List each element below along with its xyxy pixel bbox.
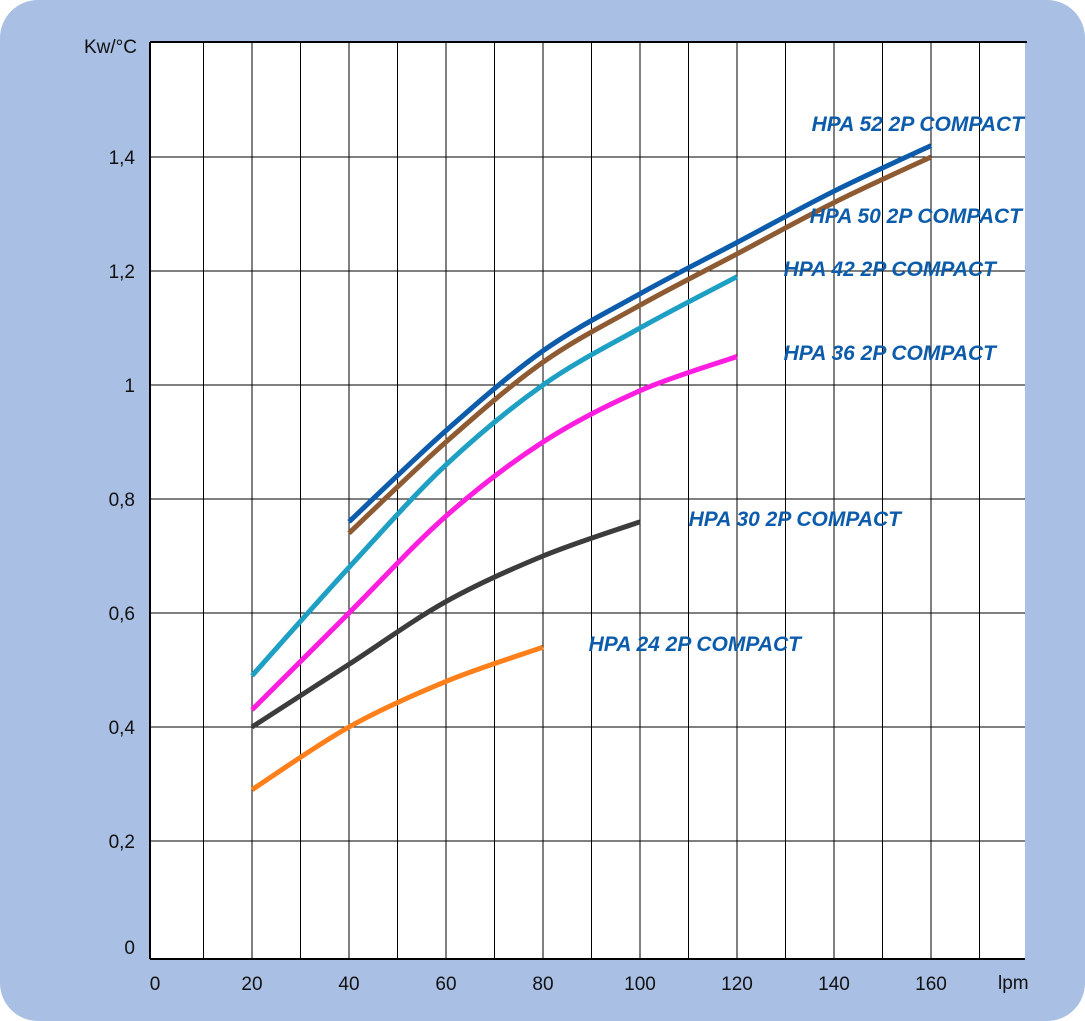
x-tick-label: 120 xyxy=(721,974,753,995)
x-axis-label: lpm xyxy=(998,973,1029,994)
y-axis-label: Kw/°C xyxy=(84,37,137,58)
x-tick-label: 60 xyxy=(435,974,456,995)
series-lines xyxy=(250,143,933,792)
series-label: HPA 50 2P COMPACT xyxy=(810,205,1025,228)
y-tick-label: 0,8 xyxy=(109,490,135,511)
x-tick-label: 100 xyxy=(624,974,656,995)
y-tick-label: 0,6 xyxy=(109,604,135,625)
y-tick-label: 0,4 xyxy=(109,718,136,739)
tick-labels: 0 20 40 60 80 100 120 140 160 0 0,2 0,4 0,6 0,8 1 1,2 1,… xyxy=(109,148,947,995)
x-tick-label: 40 xyxy=(338,974,359,995)
x-tick-label: 80 xyxy=(532,974,553,995)
series-line xyxy=(347,143,933,524)
series-label: HPA 24 2P COMPACT xyxy=(589,633,804,656)
series-label: HPA 30 2P COMPACT xyxy=(689,508,904,531)
y-tick-label: 0 xyxy=(124,938,135,959)
y-tick-label: 1,2 xyxy=(109,262,135,283)
series-label: HPA 42 2P COMPACT xyxy=(784,258,999,281)
series-line xyxy=(250,644,544,792)
x-tick-label: 140 xyxy=(818,974,850,995)
series-line xyxy=(250,274,739,678)
series-line xyxy=(347,154,933,536)
axes xyxy=(149,41,1027,960)
x-tick-label: 160 xyxy=(915,974,947,995)
series-labels: HPA 52 2P COMPACT HPA 50 2P COMPACT HPA 42… xyxy=(589,113,1027,656)
series-label: HPA 52 2P COMPACT xyxy=(812,113,1027,136)
grid xyxy=(150,42,1025,959)
y-tick-label: 1 xyxy=(124,376,135,397)
y-tick-label: 0,2 xyxy=(109,832,135,853)
series-label: HPA 36 2P COMPACT xyxy=(784,342,999,365)
series-line xyxy=(250,519,641,730)
series-line xyxy=(250,354,738,712)
plot-area xyxy=(150,42,1025,959)
x-tick-label: 20 xyxy=(241,974,262,995)
y-tick-label: 1,4 xyxy=(109,148,136,169)
x-tick-label: 0 xyxy=(150,974,161,995)
